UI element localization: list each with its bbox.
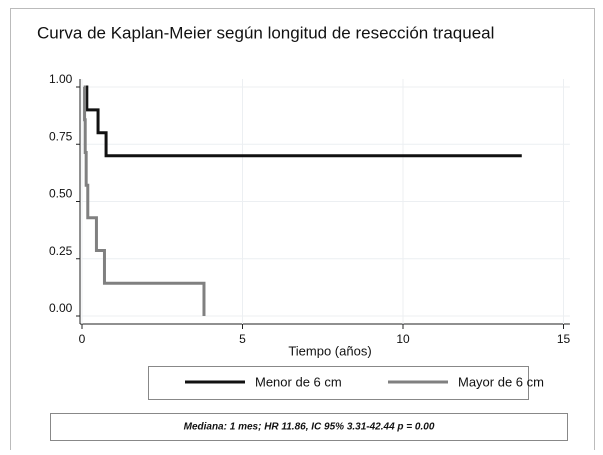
x-axis-label: Tiempo (años)	[288, 343, 371, 358]
y-tick-label: 0.25	[49, 244, 73, 258]
y-tick-label: 0.00	[49, 301, 73, 315]
annotation-box	[50, 413, 568, 441]
annotation: Mediana: 1 mes; HR 11.86, IC 95% 3.31-42…	[184, 422, 435, 433]
y-tick-label: 0.50	[49, 187, 73, 201]
legend-label: Menor de 6 cm	[255, 374, 342, 389]
x-tick-label: 15	[557, 332, 571, 346]
frame	[10, 8, 595, 450]
x-tick-label: 5	[239, 332, 246, 346]
y-tick-label: 0.75	[49, 129, 73, 143]
survival-curve	[83, 85, 206, 316]
x-tick-label: 0	[79, 332, 86, 346]
chart-title: Curva de Kaplan-Meier según longitud de …	[37, 23, 494, 42]
survival-curve	[85, 85, 522, 158]
legend-label: Mayor de 6 cm	[458, 374, 544, 389]
x-tick-label: 10	[396, 332, 410, 346]
legend	[148, 366, 529, 400]
y-tick-label: 1.00	[49, 72, 73, 86]
